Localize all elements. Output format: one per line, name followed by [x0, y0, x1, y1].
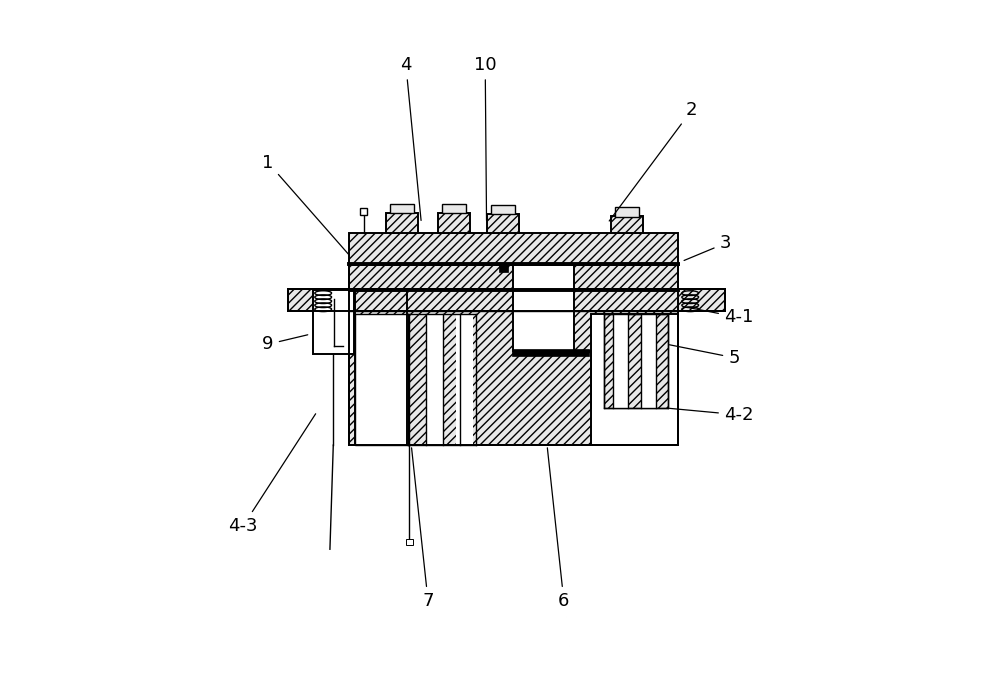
Bar [313, 290, 354, 354]
Bar [499, 263, 508, 271]
Text: 7: 7 [412, 448, 434, 610]
Text: 4-3: 4-3 [228, 414, 316, 535]
Bar [438, 213, 470, 234]
Bar [487, 215, 519, 234]
Bar [349, 234, 678, 263]
Text: 4-2: 4-2 [669, 406, 753, 424]
Bar [288, 289, 725, 310]
Bar [390, 204, 414, 213]
Text: 4-1: 4-1 [690, 308, 753, 326]
Bar [512, 349, 589, 356]
Bar [442, 204, 466, 213]
Text: 4: 4 [400, 56, 421, 221]
Text: 1: 1 [262, 154, 349, 254]
Bar [613, 314, 628, 408]
Bar [604, 314, 668, 408]
Text: 2: 2 [609, 101, 697, 221]
Bar [641, 314, 656, 408]
Bar [491, 205, 515, 215]
Bar [406, 539, 413, 545]
Bar [611, 217, 643, 234]
Text: 3: 3 [684, 234, 731, 261]
Bar [360, 209, 367, 215]
Bar [386, 213, 418, 234]
Bar [615, 207, 639, 217]
Bar [513, 263, 574, 351]
Bar [355, 314, 409, 445]
Text: 6: 6 [547, 448, 570, 610]
Bar [426, 314, 443, 445]
Bar [591, 314, 678, 445]
Text: 5: 5 [669, 345, 740, 367]
Bar [456, 314, 473, 445]
Bar [349, 263, 678, 445]
Text: 9: 9 [262, 335, 308, 353]
Text: 10: 10 [474, 56, 497, 221]
